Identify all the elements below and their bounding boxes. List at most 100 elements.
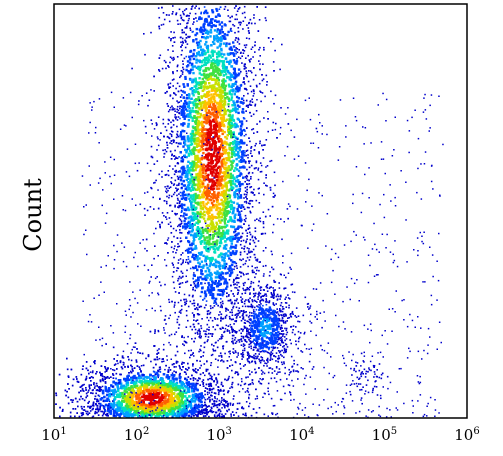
data-point	[232, 132, 235, 135]
data-point	[182, 190, 185, 193]
data-point	[179, 107, 181, 110]
data-point	[255, 167, 257, 169]
data-point	[233, 139, 237, 142]
data-point	[193, 140, 196, 143]
data-point	[176, 105, 179, 108]
data-point	[158, 57, 161, 59]
data-point	[223, 256, 226, 259]
data-point	[239, 367, 242, 370]
data-point	[200, 12, 202, 15]
data-point	[187, 35, 189, 38]
data-point	[191, 119, 194, 122]
data-point	[188, 107, 191, 110]
data-point	[195, 87, 198, 90]
data-point	[207, 207, 210, 211]
data-point	[222, 247, 226, 250]
data-point	[193, 214, 196, 217]
data-point	[194, 106, 198, 109]
data-point	[205, 77, 208, 80]
data-point	[203, 210, 206, 214]
data-point	[247, 156, 249, 159]
data-point	[192, 71, 195, 75]
data-point	[216, 71, 219, 74]
data-point	[223, 130, 226, 134]
data-point	[202, 299, 204, 301]
data-point	[206, 316, 208, 319]
data-point	[219, 98, 223, 101]
data-point	[175, 94, 177, 96]
data-point	[254, 144, 256, 147]
data-point	[219, 167, 222, 171]
data-point	[236, 168, 239, 171]
data-point	[223, 231, 227, 234]
data-point	[176, 350, 179, 353]
data-point	[173, 78, 175, 81]
data-point	[237, 37, 239, 40]
data-point	[215, 168, 218, 172]
data-point	[218, 399, 221, 402]
data-point	[211, 181, 214, 184]
data-point	[215, 125, 218, 128]
data-point	[223, 161, 226, 164]
data-point	[208, 97, 211, 101]
data-point	[197, 67, 200, 70]
data-point	[236, 48, 239, 50]
data-point	[236, 104, 240, 107]
data-point	[204, 128, 207, 131]
data-point	[194, 155, 197, 158]
data-point	[254, 230, 257, 233]
data-point	[224, 93, 227, 96]
data-point	[168, 194, 171, 197]
data-point	[212, 84, 215, 87]
data-point	[170, 181, 172, 183]
data-point	[178, 311, 181, 313]
data-point	[231, 340, 233, 343]
data-point	[235, 52, 237, 55]
data-point	[189, 35, 191, 38]
data-point	[176, 100, 178, 102]
data-point	[202, 156, 205, 159]
data-point	[197, 227, 200, 230]
data-point	[150, 187, 153, 190]
data-point	[191, 167, 194, 170]
data-point	[205, 242, 209, 245]
data-point	[215, 120, 219, 123]
data-point	[223, 205, 226, 208]
data-point	[191, 374, 193, 377]
data-point	[234, 331, 237, 333]
data-point	[214, 244, 217, 248]
data-point	[208, 246, 211, 249]
data-point	[196, 232, 199, 235]
data-point	[221, 31, 225, 34]
data-point	[187, 22, 189, 24]
data-point	[107, 398, 110, 401]
data-point	[211, 137, 215, 140]
data-point	[254, 22, 256, 25]
data-point	[228, 42, 231, 46]
data-point	[173, 256, 175, 259]
data-point	[199, 305, 201, 308]
data-point	[233, 339, 236, 341]
data-point	[192, 126, 195, 130]
data-point	[220, 234, 223, 238]
data-point	[130, 359, 133, 362]
data-point	[202, 151, 205, 155]
data-point	[228, 189, 231, 192]
data-point	[203, 241, 207, 244]
data-point	[242, 282, 245, 285]
data-point	[174, 179, 177, 182]
data-point	[206, 86, 210, 90]
data-point	[194, 337, 196, 340]
data-point	[240, 332, 242, 335]
data-point	[229, 235, 232, 239]
data-point	[207, 228, 210, 231]
data-point	[234, 122, 237, 125]
data-point	[157, 329, 160, 332]
data-point	[203, 100, 207, 103]
data-point	[218, 244, 222, 248]
data-point	[217, 54, 220, 57]
data-point	[190, 217, 193, 220]
data-point	[266, 81, 268, 83]
data-point	[235, 164, 238, 167]
data-point	[211, 53, 215, 56]
